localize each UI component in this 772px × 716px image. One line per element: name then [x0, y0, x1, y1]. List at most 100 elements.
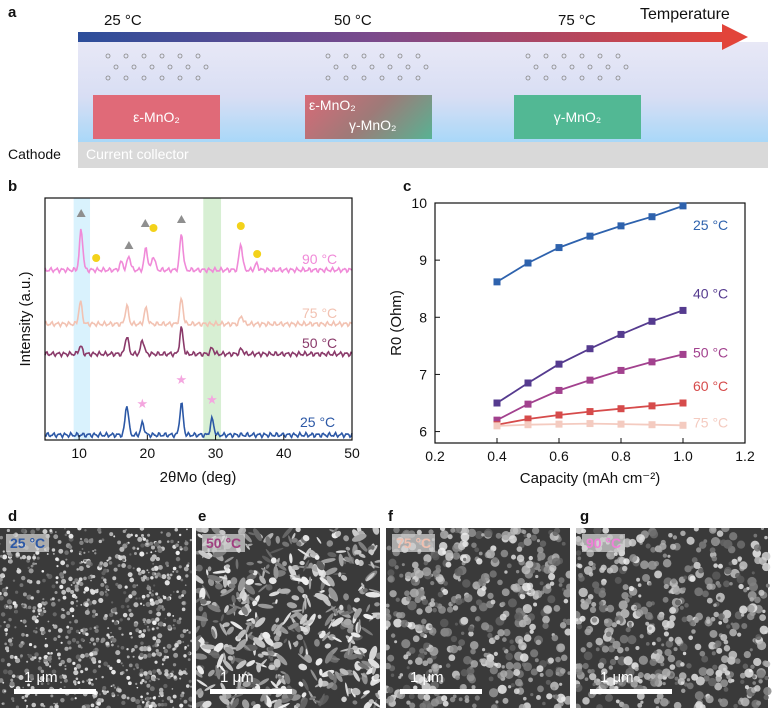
- sem-grain: [56, 652, 61, 657]
- sem-grain: [98, 660, 102, 664]
- sem-grain: [219, 665, 226, 673]
- sem-grain: [737, 556, 743, 561]
- sem-grain: [431, 663, 440, 672]
- sem-grain: [645, 543, 651, 549]
- ion-bubble: [105, 53, 111, 59]
- sem-grain: [419, 648, 425, 654]
- r0-data-point: [679, 421, 687, 429]
- sem-grain: [196, 688, 202, 695]
- sem-grain: [126, 696, 130, 700]
- sem-grain: [257, 560, 263, 564]
- sem-grain: [280, 671, 287, 675]
- sem-grain: [728, 650, 738, 660]
- sem-grain: [724, 566, 732, 575]
- sem-grain: [110, 631, 112, 634]
- sem-grain: [445, 561, 452, 568]
- sem-grain: [246, 618, 253, 622]
- sem-grain: [125, 542, 129, 545]
- sem-grain: [411, 561, 419, 569]
- sem-grain: [464, 593, 473, 603]
- sem-grain: [254, 582, 263, 586]
- xrd-trace: [44, 326, 353, 359]
- sem-grain: [60, 659, 65, 665]
- sem-grain: [375, 692, 380, 699]
- sem-grain: [186, 528, 188, 531]
- sem-grain: [140, 543, 145, 548]
- sem-grain: [648, 626, 652, 630]
- sem-grain: [450, 528, 456, 533]
- sem-grain: [744, 685, 749, 690]
- sem-grain: [155, 592, 159, 596]
- sem-grain: [752, 681, 757, 685]
- sem-grain: [605, 607, 609, 612]
- sem-grain: [33, 645, 37, 649]
- sem-grain: [56, 702, 59, 705]
- sem-grain: [551, 686, 556, 691]
- ion-bubble: [551, 64, 557, 70]
- sem-grain: [47, 620, 50, 623]
- sem-grain: [686, 682, 694, 690]
- sem-grain: [582, 662, 589, 670]
- sem-grain: [149, 686, 155, 692]
- sem-grain: [622, 584, 629, 591]
- sem-grain: [141, 594, 146, 599]
- sem-grain: [628, 585, 635, 592]
- sem-grain: [306, 597, 311, 608]
- x-axis-label: 2θMo (deg): [160, 469, 237, 486]
- sem-grain: [298, 663, 308, 671]
- sem-grain: [14, 626, 17, 629]
- sem-grain: [576, 683, 583, 693]
- sem-grain: [494, 662, 498, 667]
- sem-grain: [743, 588, 748, 593]
- sem-grain: [135, 699, 141, 705]
- sem-grain: [394, 565, 399, 570]
- sem-grain: [14, 590, 19, 594]
- ion-bubble: [343, 53, 349, 59]
- sem-grain: [92, 669, 97, 674]
- sem-grain: [8, 617, 12, 622]
- sem-grain: [318, 677, 323, 688]
- sem-grain: [178, 669, 182, 673]
- sem-grain: [130, 636, 133, 639]
- sem-grain: [65, 558, 68, 561]
- sem-grain: [458, 639, 466, 647]
- sem-grain: [25, 706, 28, 708]
- sem-grain: [502, 697, 509, 704]
- sem-grain: [21, 696, 25, 700]
- sem-grain: [237, 676, 242, 690]
- sem-grain: [98, 597, 104, 603]
- sem-grain: [387, 575, 395, 583]
- y-tick-label: 7: [419, 366, 427, 382]
- sem-grain: [518, 641, 527, 651]
- sem-grain: [510, 683, 515, 688]
- sem-grain: [491, 704, 498, 708]
- sem-grain: [316, 537, 322, 544]
- ion-bubble: [587, 64, 593, 70]
- sem-grain: [408, 672, 416, 680]
- ion-bubble: [423, 64, 429, 70]
- sem-grain: [665, 640, 674, 648]
- sem-grain: [14, 609, 19, 614]
- sem-grain: [76, 663, 82, 669]
- sem-grain: [182, 641, 185, 643]
- sem-grain: [468, 626, 475, 633]
- xrd-trace: [44, 296, 353, 329]
- sem-grain: [1, 702, 4, 705]
- sem-grain: [104, 613, 108, 618]
- sem-grain: [231, 698, 240, 708]
- sem-grain: [58, 662, 63, 667]
- sem-grain: [156, 611, 162, 617]
- sem-grain: [49, 665, 52, 668]
- sem-grain: [753, 533, 758, 538]
- sem-grain: [89, 641, 91, 644]
- r0-data-point: [493, 422, 501, 430]
- sem-grain: [639, 634, 644, 639]
- sem-grain: [128, 612, 134, 618]
- ion-bubble: [149, 64, 155, 70]
- sem-grain: [79, 581, 84, 587]
- sem-grain: [717, 596, 721, 600]
- r0-data-point: [648, 402, 656, 410]
- sem-grain: [608, 665, 614, 670]
- sem-grain: [576, 663, 583, 670]
- sem-grain: [63, 678, 68, 683]
